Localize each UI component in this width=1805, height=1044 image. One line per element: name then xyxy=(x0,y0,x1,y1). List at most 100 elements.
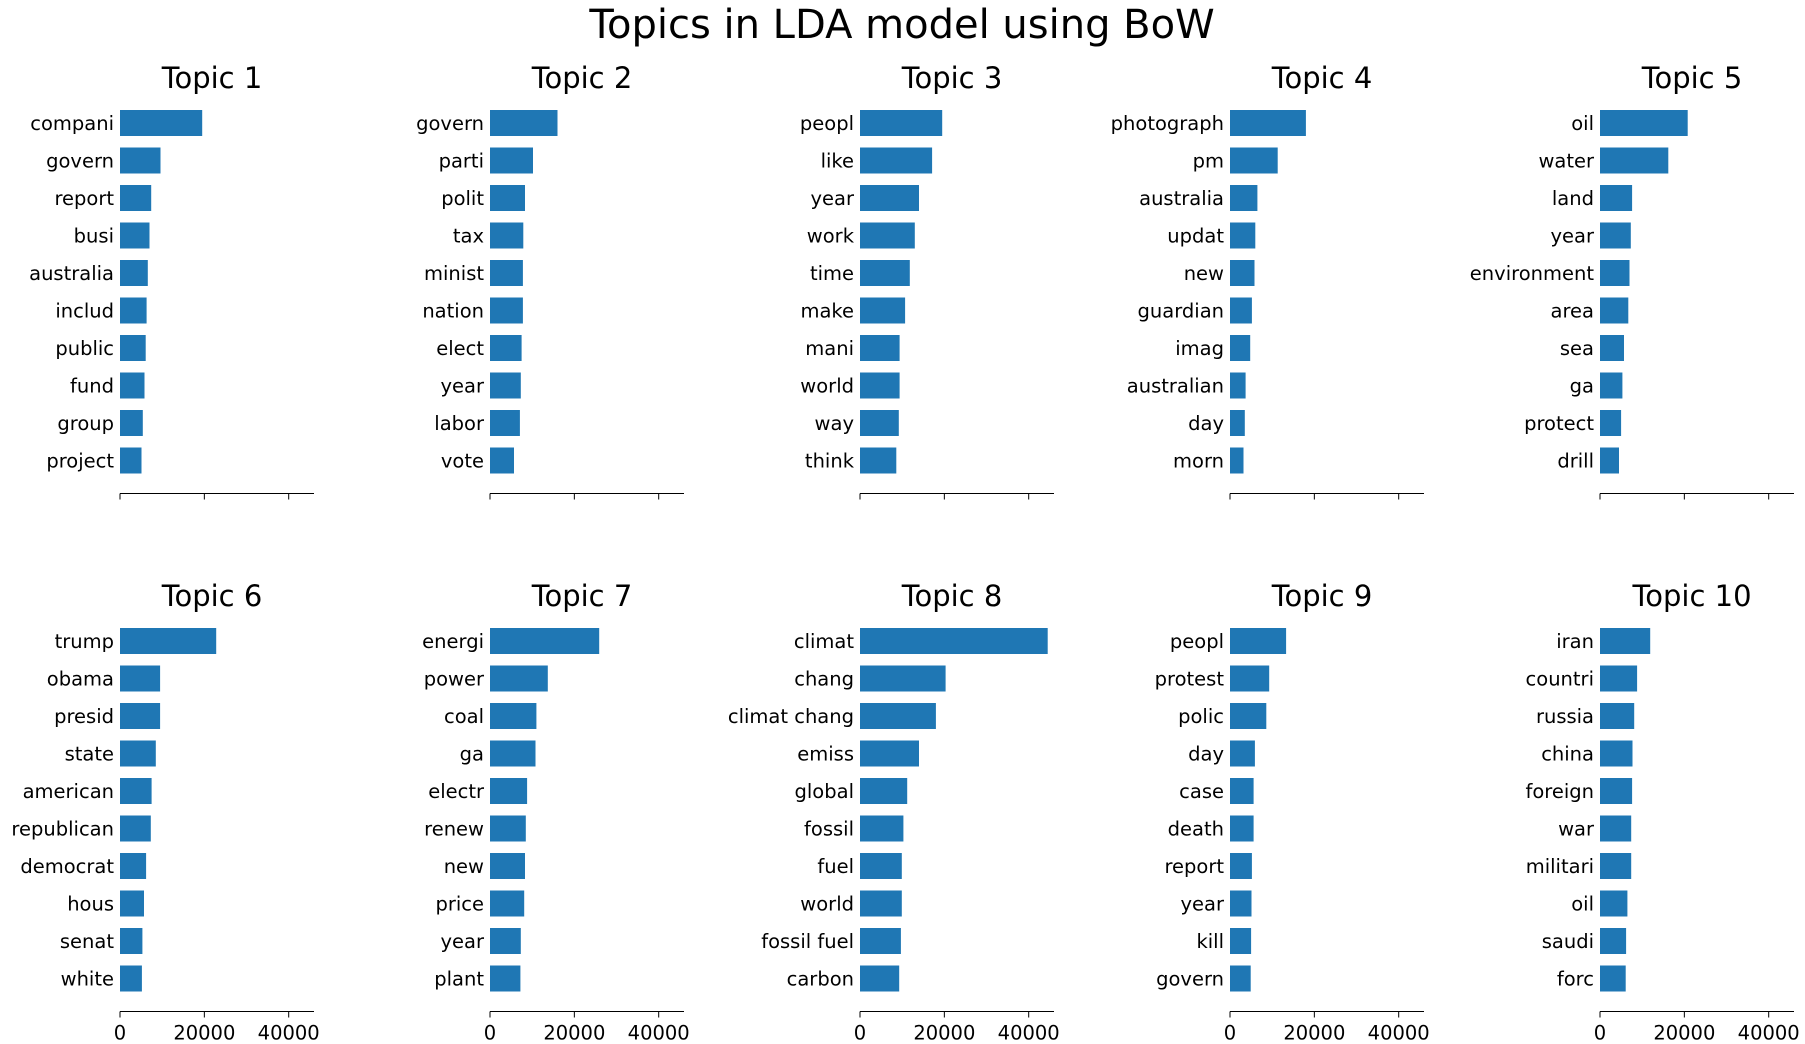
category-label: world xyxy=(800,375,854,398)
category-label: trump xyxy=(55,630,114,653)
category-label: australia xyxy=(29,262,114,285)
category-label: peopl xyxy=(800,112,854,135)
category-label: australia xyxy=(1139,187,1224,210)
bar xyxy=(860,853,902,879)
category-label: sea xyxy=(1560,337,1594,360)
bar xyxy=(1600,260,1630,286)
bar xyxy=(120,185,152,211)
panel-title: Topic 1 xyxy=(161,61,263,95)
bar xyxy=(1230,740,1255,767)
bar xyxy=(860,297,906,324)
bar xyxy=(860,335,900,361)
category-label: renew xyxy=(424,818,484,841)
bar xyxy=(120,628,217,654)
category-label: year xyxy=(1550,225,1594,248)
category-label: water xyxy=(1538,150,1595,173)
category-label: morn xyxy=(1173,450,1224,473)
category-label: democrat xyxy=(20,855,114,878)
bar xyxy=(860,928,901,954)
x-tick-label: 0 xyxy=(114,1022,126,1044)
topic-panels: Topic 1 compani govern report busi australia i… xyxy=(11,61,1799,1044)
bar xyxy=(1230,928,1252,954)
topic-panel-7: Topic 7 energi power coal ga electr renew new pr… xyxy=(422,579,690,1044)
category-label: public xyxy=(55,337,114,360)
x-tick-label: 40000 xyxy=(1368,1022,1430,1044)
bar xyxy=(1230,335,1251,361)
category-label: make xyxy=(800,300,854,323)
bar xyxy=(1230,185,1258,211)
category-label: land xyxy=(1552,187,1594,210)
category-label: saudi xyxy=(1542,930,1594,953)
bar xyxy=(490,965,521,992)
topic-panel-1: Topic 1 compani govern report busi australia i… xyxy=(29,61,314,500)
category-label: price xyxy=(435,893,484,916)
bar xyxy=(860,628,1048,654)
category-label: peopl xyxy=(1170,630,1224,653)
category-label: report xyxy=(1164,855,1224,878)
category-label: kill xyxy=(1196,930,1224,953)
topic-panel-9: Topic 9 peopl protest polic day case death repo… xyxy=(1155,579,1430,1044)
category-label: foreign xyxy=(1525,780,1594,803)
category-label: global xyxy=(795,780,854,803)
category-label: year xyxy=(440,930,484,953)
category-label: time xyxy=(810,262,854,285)
category-label: protest xyxy=(1155,668,1225,691)
bar xyxy=(490,740,536,767)
category-label: climat chang xyxy=(728,705,854,728)
bar xyxy=(120,703,161,729)
bar xyxy=(120,815,151,842)
bar xyxy=(1600,335,1624,361)
topic-panel-2: Topic 2 govern parti polit tax minist nation el… xyxy=(416,61,684,500)
category-label: coal xyxy=(444,705,484,728)
bar xyxy=(1230,372,1246,399)
category-label: area xyxy=(1551,300,1595,323)
bar xyxy=(1600,965,1626,992)
category-label: fuel xyxy=(817,855,854,878)
bar xyxy=(490,372,521,399)
figure-title: Topics in LDA model using BoW xyxy=(588,2,1214,48)
bar xyxy=(1230,410,1245,436)
category-label: forc xyxy=(1557,968,1594,991)
bar xyxy=(1230,147,1278,174)
category-label: like xyxy=(821,150,854,173)
x-tick-label: 20000 xyxy=(913,1022,975,1044)
bar xyxy=(860,110,943,136)
bar xyxy=(1600,147,1669,174)
category-label: white xyxy=(61,968,114,991)
bar xyxy=(1600,703,1635,729)
bar xyxy=(490,410,520,436)
bar xyxy=(1230,628,1287,654)
bar xyxy=(120,740,156,767)
panel-title: Topic 6 xyxy=(161,579,263,613)
bar xyxy=(860,185,919,211)
bar xyxy=(1600,890,1628,917)
category-label: death xyxy=(1168,818,1224,841)
category-label: updat xyxy=(1167,225,1224,248)
bar xyxy=(1600,410,1622,436)
category-label: work xyxy=(807,225,855,248)
bar xyxy=(860,703,936,729)
bar xyxy=(860,147,933,174)
panel-title: Topic 8 xyxy=(901,579,1003,613)
category-label: hous xyxy=(67,893,114,916)
category-label: case xyxy=(1179,780,1224,803)
category-label: protect xyxy=(1524,412,1594,435)
category-label: report xyxy=(54,187,114,210)
bar xyxy=(490,928,521,954)
category-label: labor xyxy=(434,412,485,435)
category-label: carbon xyxy=(787,968,854,991)
category-label: polic xyxy=(1178,705,1224,728)
bar xyxy=(1230,297,1252,324)
category-label: govern xyxy=(416,112,484,135)
bar xyxy=(1600,110,1688,136)
bar xyxy=(120,110,203,136)
bar xyxy=(860,740,919,767)
category-label: photograph xyxy=(1111,112,1224,135)
bar xyxy=(1600,447,1619,474)
category-label: state xyxy=(65,743,114,766)
bar xyxy=(1600,740,1633,767)
category-label: war xyxy=(1558,818,1595,841)
category-label: parti xyxy=(439,150,484,173)
bar xyxy=(120,778,152,804)
category-label: fund xyxy=(70,375,114,398)
